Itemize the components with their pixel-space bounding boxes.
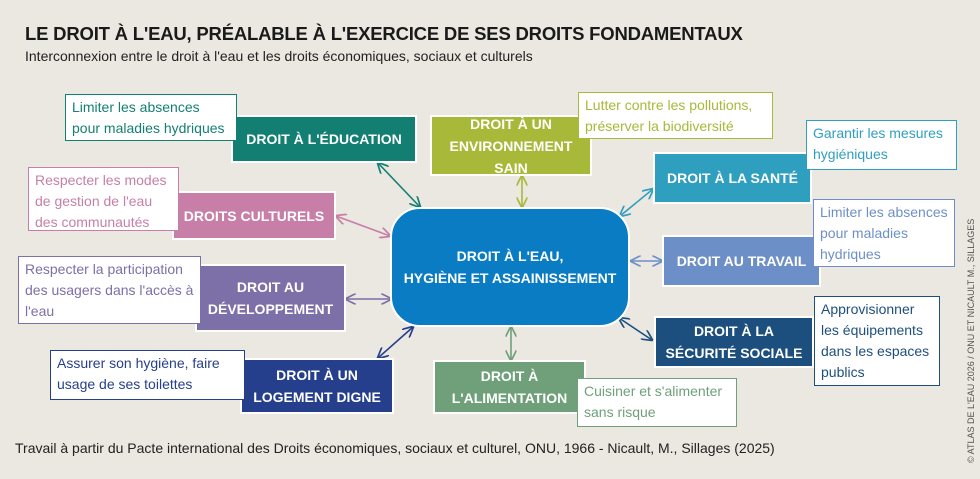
- right-node: DROIT À L'ÉDUCATION: [231, 115, 417, 163]
- right-label: DÉVELOPPEMENT: [207, 301, 334, 317]
- right-label: L'ALIMENTATION: [451, 390, 568, 406]
- double-arrow: [378, 327, 413, 358]
- right-note: Approvisionner les équipements dans les …: [814, 296, 940, 386]
- right-note: Cuisiner et s'alimenter sans risque: [577, 378, 737, 427]
- center-line-1: DROIT À L'EAU,: [456, 248, 564, 264]
- right-label: DROIT À LA: [693, 323, 775, 339]
- right-label: DROIT À: [480, 368, 539, 384]
- right-label: DROITS CULTURELS: [183, 207, 325, 224]
- right-note: Respecter les modes de gestion de l'eau …: [28, 167, 179, 231]
- double-arrow: [620, 189, 653, 216]
- page-title: LE DROIT À L'EAU, PRÉALABLE À L'EXERCICE…: [25, 23, 743, 44]
- right-label: DROIT À L'ÉDUCATION: [246, 131, 402, 147]
- right-label: SÉCURITÉ SOCIALE: [665, 345, 803, 361]
- center-line-2: HYGIÈNE ET ASSAINISSEMENT: [403, 270, 617, 286]
- subtitle: Interconnexion entre le droit à l'eau et…: [25, 48, 533, 64]
- right-note: Limiter les absences pour maladies hydri…: [813, 199, 955, 267]
- right-label: DROIT AU TRAVAIL: [676, 253, 807, 269]
- double-arrow: [619, 318, 652, 340]
- right-label: LOGEMENT DIGNE: [253, 389, 381, 405]
- double-arrow: [378, 163, 420, 207]
- right-node: DROIT À L'ALIMENTATION: [433, 360, 586, 414]
- right-note: Lutter contre les pollutions, préserver …: [578, 92, 773, 139]
- right-label: DROIT AU: [236, 279, 305, 295]
- source-footer: Travail à partir du Pacte international …: [15, 440, 775, 456]
- right-note: Limiter les absences pour maladies hydri…: [65, 94, 237, 141]
- right-node: DROIT À UN LOGEMENT DIGNE: [240, 358, 394, 414]
- copyright-credit: © ATLAS DE L'EAU 2026 / ONU ET NICAULT M…: [966, 218, 976, 463]
- right-node: DROIT AU TRAVAIL: [662, 235, 821, 287]
- right-node: DROIT À LA SÉCURITÉ SOCIALE: [654, 316, 814, 368]
- right-node: DROIT À UN ENVIRONNEMENT SAIN: [430, 115, 592, 176]
- right-node: DROITS CULTURELS: [172, 191, 336, 240]
- center-node-water-right: DROIT À L'EAU, HYGIÈNE ET ASSAINISSEMENT: [390, 207, 630, 327]
- right-note: Garantir les mesures hygiéniques: [806, 120, 957, 170]
- right-label: DROIT À LA SANTÉ: [667, 170, 798, 186]
- right-label: DROIT À UN: [276, 367, 358, 383]
- right-label: DROIT À UN: [470, 115, 552, 132]
- right-node: DROIT À LA SANTÉ: [653, 152, 812, 204]
- right-node: DROIT AU DÉVELOPPEMENT: [195, 264, 346, 332]
- double-arrow: [336, 216, 390, 236]
- right-label: ENVIRONNEMENT SAIN: [449, 137, 573, 176]
- right-note: Assurer son hygiène, faire usage de ses …: [50, 350, 245, 400]
- right-note: Respecter la participation des usagers d…: [18, 256, 201, 324]
